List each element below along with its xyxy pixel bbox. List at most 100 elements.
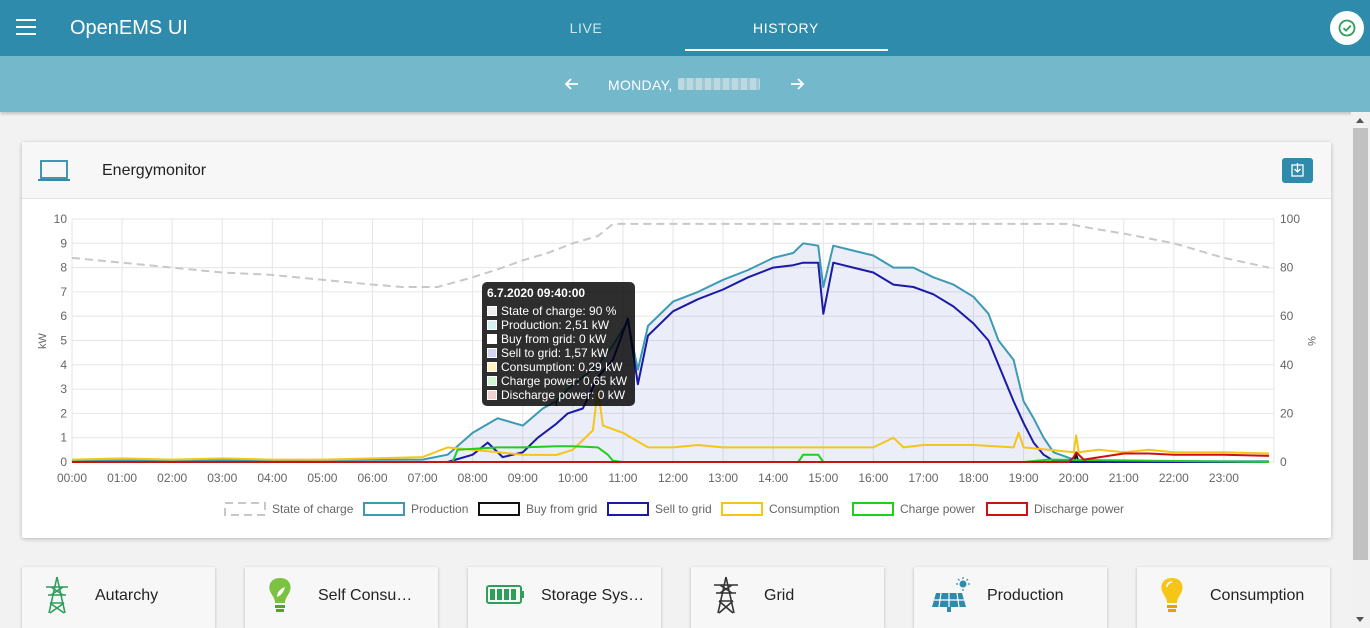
- x-tick-label: 14:00: [758, 471, 788, 485]
- tooltip-row: Production: 2,51 kW: [487, 318, 630, 332]
- widget-label: Self Consu…: [318, 587, 413, 604]
- y-tick-label: 1: [60, 431, 67, 445]
- check-circle-icon[interactable]: [1330, 11, 1364, 45]
- x-tick-label: 11:00: [608, 471, 637, 485]
- solar-panel-icon: [932, 575, 970, 615]
- lightbulb-leaf-icon: [263, 575, 297, 615]
- legend-item-buy-from-grid[interactable]: Buy from grid: [478, 502, 597, 516]
- widget-autarchy[interactable]: Autarchy: [22, 567, 215, 628]
- tooltip-swatch: [487, 390, 497, 400]
- y-tick-label: 6: [60, 309, 67, 323]
- tooltip-row: Sell to grid: 1,57 kW: [487, 346, 630, 360]
- y2-axis-title: %: [1305, 336, 1317, 346]
- energymonitor-card: Energymonitor 0 1 2 3 4 5 6 7 8 9 10 0 20 40 60 80 100 00…: [22, 142, 1331, 538]
- widget-storage-system[interactable]: Storage Sys…: [468, 567, 661, 628]
- tooltip-row: Charge power: 0,65 kW: [487, 374, 630, 388]
- lightbulb-icon: [1155, 575, 1189, 615]
- redacted-date: [678, 78, 760, 90]
- widget-label: Grid: [764, 587, 795, 604]
- legend-label: Production: [411, 502, 468, 516]
- tooltip-row-text: Charge power: 0,65 kW: [501, 374, 628, 388]
- x-tick-label: 01:00: [107, 471, 137, 485]
- x-tick-label: 20:00: [1059, 471, 1089, 485]
- widget-label: Storage Sys…: [541, 587, 645, 604]
- x-tick-label: 10:00: [558, 471, 588, 485]
- chart-tooltip: 6.7.2020 09:40:00 State of charge: 90 % P…: [482, 282, 635, 406]
- widget-label: Production: [987, 587, 1064, 604]
- production-area: [72, 243, 1269, 462]
- page-scrollbar[interactable]: [1351, 112, 1370, 628]
- y2-tick-label: 20: [1280, 406, 1294, 420]
- tooltip-swatch: [487, 320, 497, 330]
- tooltip-title: 6.7.2020 09:40:00: [487, 286, 586, 300]
- top-app-bar: OpenEMS UI LIVE HISTORY: [0, 0, 1370, 56]
- date-navigation-bar: MONDAY,: [0, 56, 1370, 112]
- legend-swatch: [721, 502, 763, 516]
- battery-icon: [486, 575, 524, 615]
- legend-swatch: [986, 502, 1028, 516]
- menu-icon[interactable]: [16, 19, 36, 35]
- legend-swatch: [363, 502, 405, 516]
- tab-live[interactable]: LIVE: [569, 20, 603, 36]
- tooltip-row: Consumption: 0,29 kW: [487, 360, 630, 374]
- y2-tick-label: 40: [1280, 358, 1294, 372]
- scroll-thumb[interactable]: [1353, 128, 1368, 560]
- laptop-icon: [38, 159, 72, 188]
- widget-label: Consumption: [1210, 587, 1305, 604]
- power-tower-icon: [40, 575, 74, 615]
- scroll-up-icon[interactable]: [1356, 118, 1364, 123]
- legend-label: Buy from grid: [526, 502, 597, 516]
- legend-item-production[interactable]: Production: [363, 502, 468, 516]
- y-tick-label: 2: [60, 406, 67, 420]
- widget-self-consumption[interactable]: Self Consu…: [245, 567, 438, 628]
- legend-item-charge-power[interactable]: Charge power: [852, 502, 975, 516]
- x-tick-label: 12:00: [658, 471, 688, 485]
- legend-item-state-of-charge[interactable]: State of charge: [224, 502, 354, 516]
- tooltip-row: Discharge power: 0 kW: [487, 388, 630, 402]
- y-tick-label: 0: [60, 455, 67, 469]
- tooltip-row: Buy from grid: 0 kW: [487, 332, 630, 346]
- legend-label: Charge power: [900, 502, 975, 516]
- y2-tick-label: 0: [1280, 455, 1287, 469]
- x-tick-label: 02:00: [157, 471, 187, 485]
- widget-consumption[interactable]: Consumption: [1137, 567, 1330, 628]
- widget-production[interactable]: Production: [914, 567, 1107, 628]
- tooltip-row-text: Discharge power: 0 kW: [501, 388, 626, 402]
- x-tick-label: 22:00: [1159, 471, 1189, 485]
- y-tick-label: 8: [60, 261, 67, 275]
- legend-swatch: [224, 502, 266, 516]
- scroll-down-icon[interactable]: [1356, 617, 1364, 622]
- widget-label: Autarchy: [95, 587, 159, 604]
- x-tick-label: 21:00: [1109, 471, 1139, 485]
- arrow-right-icon[interactable]: [787, 74, 807, 94]
- legend-swatch: [852, 502, 894, 516]
- card-header: Energymonitor: [22, 142, 1331, 199]
- tooltip-swatch: [487, 306, 497, 316]
- series-line-state-of-charge: [71, 222, 1270, 288]
- series-line-sell-to-grid: [72, 261, 1269, 463]
- legend-label: State of charge: [272, 502, 354, 516]
- widget-grid[interactable]: Grid: [691, 567, 884, 628]
- y2-tick-label: 60: [1280, 309, 1294, 323]
- legend-item-consumption[interactable]: Consumption: [721, 502, 840, 516]
- download-button[interactable]: [1282, 158, 1313, 183]
- legend-label: Consumption: [769, 502, 840, 516]
- x-tick-label: 00:00: [57, 471, 87, 485]
- legend-item-discharge-power[interactable]: Discharge power: [986, 502, 1124, 516]
- tooltip-swatch: [487, 348, 497, 358]
- arrow-left-icon[interactable]: [562, 74, 582, 94]
- tab-history[interactable]: HISTORY: [753, 20, 819, 36]
- date-label: MONDAY,: [608, 77, 673, 93]
- y-tick-label: 3: [60, 382, 67, 396]
- legend-item-sell-to-grid[interactable]: Sell to grid: [607, 502, 712, 516]
- x-tick-label: 16:00: [858, 471, 888, 485]
- y-tick-label: 5: [60, 334, 67, 348]
- x-tick-label: 15:00: [808, 471, 838, 485]
- legend-swatch: [607, 502, 649, 516]
- x-tick-label: 07:00: [408, 471, 438, 485]
- x-tick-label: 03:00: [207, 471, 237, 485]
- x-tick-label: 09:00: [508, 471, 538, 485]
- x-tick-label: 04:00: [257, 471, 287, 485]
- y-tick-label: 7: [60, 285, 67, 299]
